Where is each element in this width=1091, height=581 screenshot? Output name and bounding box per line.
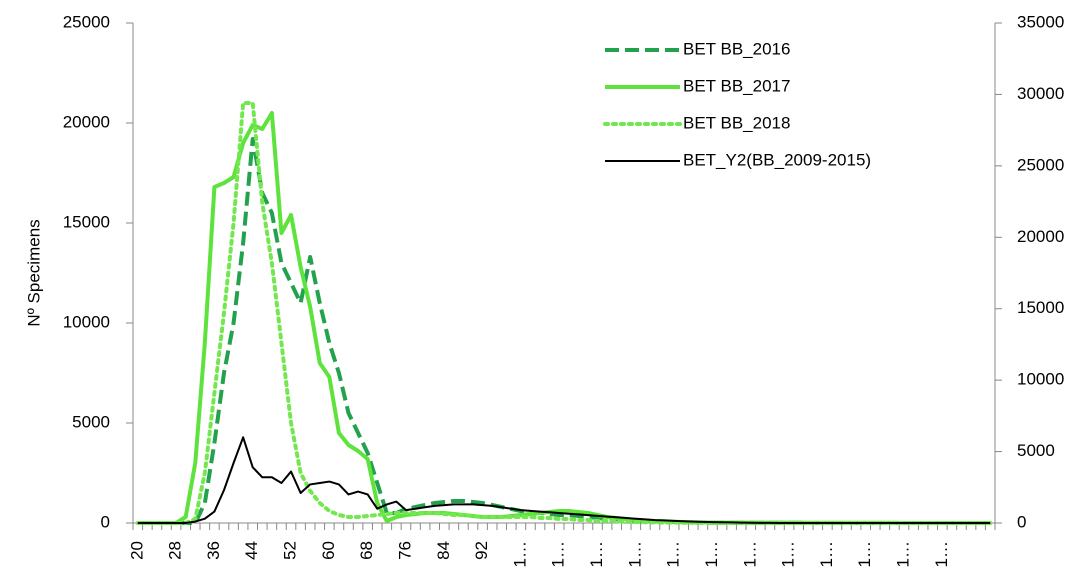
x-tick-label: 1… (932, 541, 951, 567)
y2-tick-label: 25000 (1017, 155, 1064, 174)
y-tick-label: 5000 (72, 412, 110, 431)
x-tick-label: 1… (664, 541, 683, 567)
y-tick-label: 20000 (63, 112, 110, 131)
y2-tick-label: 5000 (1017, 441, 1055, 460)
y-tick-label: 0 (101, 512, 110, 531)
x-tick-label: 68 (357, 541, 376, 560)
x-tick-label: 1… (549, 541, 568, 567)
x-tick-label: 1… (893, 541, 912, 567)
x-tick-label: 1… (625, 541, 644, 567)
y2-tick-label: 10000 (1017, 370, 1064, 389)
legend-label: BET_Y2(BB_2009-2015) (683, 150, 871, 169)
y2-tick-label: 30000 (1017, 84, 1064, 103)
x-tick-label: 60 (319, 541, 338, 560)
x-tick-label: 28 (166, 541, 185, 560)
x-tick-label: 1… (855, 541, 874, 567)
y-axis-label: Nº Specimens (24, 219, 43, 326)
y-tick-label: 25000 (63, 12, 110, 31)
x-tick-label: 1… (587, 541, 606, 567)
series-line (137, 436, 991, 524)
y2-tick-label: 20000 (1017, 227, 1064, 246)
y2-tick-label: 0 (1017, 512, 1026, 531)
x-tick-label: 76 (395, 541, 414, 560)
y2-tick-label: 35000 (1017, 12, 1064, 31)
series-line (137, 111, 991, 525)
x-tick-label: 1… (817, 541, 836, 567)
x-tick-label: 1… (779, 541, 798, 567)
x-tick-label: 44 (242, 541, 261, 560)
x-tick-label: 92 (472, 541, 491, 560)
x-tick-label: 36 (204, 541, 223, 560)
x-tick-label: 20 (127, 541, 146, 560)
legend-label: BET BB_2017 (683, 76, 790, 95)
series-line (137, 137, 991, 525)
legend-label: BET BB_2018 (683, 113, 790, 132)
x-tick-label: 1… (702, 541, 721, 567)
x-tick-label: 52 (281, 541, 300, 560)
x-tick-label: 84 (434, 541, 453, 560)
x-tick-label: 1… (740, 541, 759, 567)
y-tick-label: 15000 (63, 212, 110, 231)
legend-label: BET BB_2016 (683, 39, 790, 58)
x-tick-label: 1… (510, 541, 529, 567)
y-tick-label: 10000 (63, 312, 110, 331)
y2-tick-label: 15000 (1017, 298, 1064, 317)
